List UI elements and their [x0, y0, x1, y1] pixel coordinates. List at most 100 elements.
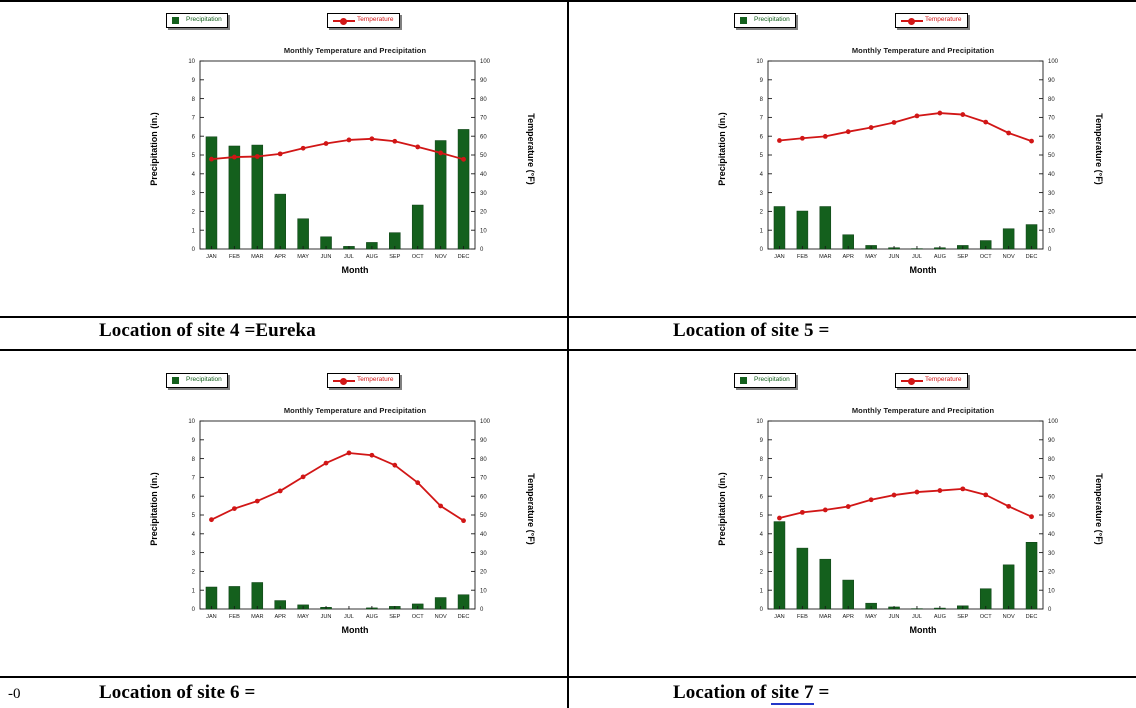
- y-axis-right-tick-label: 40: [480, 532, 487, 538]
- legend-item-temperature[interactable]: Temperature: [895, 373, 968, 388]
- chart-title: Monthly Temperature and Precipitation: [283, 406, 427, 415]
- precipitation-bar: [842, 579, 854, 610]
- temperature-point: [983, 492, 989, 498]
- y-axis-right-tick-label: 60: [480, 134, 487, 140]
- y-axis-left-tick-label: 1: [192, 588, 196, 594]
- chart-title: Monthly Temperature and Precipitation: [851, 46, 995, 55]
- x-axis-tick-label: MAR: [819, 614, 831, 620]
- precipitation-swatch-icon: [740, 17, 747, 24]
- y-axis-right-tick-label: 50: [480, 153, 487, 159]
- legend-item-precipitation[interactable]: Precipitation: [166, 13, 228, 28]
- temperature-point: [914, 489, 920, 495]
- legend-item-temperature[interactable]: Temperature: [327, 373, 400, 388]
- legend-label-temperature: Temperature: [925, 376, 962, 384]
- y-axis-left-tick-label: 3: [192, 551, 196, 557]
- temperature-line-marker-icon: [901, 17, 923, 25]
- table-column-divider-bottom: [567, 349, 569, 676]
- temperature-point: [369, 452, 375, 458]
- x-axis-tick-label: JUL: [344, 614, 354, 620]
- x-axis-tick-label: SEP: [389, 254, 400, 260]
- y-axis-left-tick-label: 1: [760, 588, 764, 594]
- x-axis-tick-label: JUN: [889, 254, 900, 260]
- temperature-point: [777, 515, 782, 521]
- chart-cell-site-5: Precipitation Temperature Monthly Temperat…: [708, 2, 1136, 302]
- caption-site-5: Location of site 5 =: [673, 320, 829, 342]
- legend-item-precipitation[interactable]: Precipitation: [166, 373, 228, 388]
- precipitation-swatch-icon: [172, 377, 179, 384]
- y-axis-right-tick-label: 60: [480, 494, 487, 500]
- y-axis-right-tick-label: 100: [1048, 419, 1059, 425]
- plot-area: Monthly Temperature and Precipitation Pre…: [140, 396, 570, 646]
- precipitation-bar: [979, 588, 992, 610]
- x-axis-tick-label: JUN: [889, 614, 900, 620]
- caption-site-5-text: Location of site 5 =: [673, 320, 830, 341]
- y-axis-left-tick-label: 2: [192, 570, 196, 576]
- y-axis-right-tick-label: 40: [480, 172, 487, 178]
- temperature-point: [1006, 130, 1012, 136]
- y-axis-right-tick-label: 100: [1048, 59, 1059, 65]
- plot-frame: [199, 420, 476, 610]
- y-axis-left-tick-label: 5: [760, 153, 764, 159]
- y-axis-right-tick-label: 0: [1048, 607, 1052, 613]
- y-axis-right-tick-label: 50: [1048, 153, 1055, 159]
- temperature-point: [346, 137, 352, 143]
- y-axis-left-tick-label: 6: [192, 134, 196, 140]
- y-axis-right-tick-label: 0: [1048, 247, 1052, 253]
- precipitation-bar: [773, 206, 786, 250]
- temperature-point: [891, 492, 897, 498]
- legend-item-temperature[interactable]: Temperature: [327, 13, 400, 28]
- legend-item-precipitation[interactable]: Precipitation: [734, 373, 796, 388]
- y-axis-right-tick-label: 80: [480, 457, 487, 463]
- precipitation-bar: [205, 136, 218, 250]
- y-axis-right-tick-label: 20: [480, 570, 487, 576]
- table-column-divider-cap1: [567, 316, 569, 349]
- y-axis-left-tick-label: 3: [760, 551, 764, 557]
- x-axis-label: Month: [341, 625, 369, 635]
- x-axis-tick-label: MAY: [297, 254, 309, 260]
- y-axis-left-tick-label: 5: [192, 513, 196, 519]
- precipitation-bar: [251, 144, 264, 250]
- y-axis-right-tick-label: 70: [480, 476, 487, 482]
- x-axis-tick-label: APR: [842, 614, 854, 620]
- y-axis-right-tick-label: 30: [480, 191, 487, 197]
- temperature-point: [461, 156, 466, 162]
- y-axis-left-tick-label: 10: [188, 419, 195, 425]
- temperature-point: [960, 112, 966, 117]
- x-axis-tick-label: OCT: [980, 614, 992, 620]
- temperature-point: [438, 503, 444, 509]
- y-axis-right-tick-label: 20: [480, 210, 487, 216]
- y-axis-left-tick-label: 8: [192, 97, 196, 103]
- y-axis-left-tick-label: 10: [756, 59, 763, 65]
- y-axis-left-tick-label: 7: [192, 116, 196, 122]
- y-axis-right-tick-label: 80: [1048, 457, 1055, 463]
- y-axis-right-tick-label: 40: [1048, 172, 1055, 178]
- legend-label-temperature: Temperature: [357, 376, 394, 384]
- temperature-point: [392, 462, 398, 468]
- caption-site-7-suffix: =: [813, 682, 830, 703]
- caption-site-7-spellcheck[interactable]: site 7: [771, 682, 814, 705]
- legend-item-temperature[interactable]: Temperature: [895, 13, 968, 28]
- caption-site-7-prefix: Location of: [673, 682, 772, 703]
- y-axis-right-tick-label: 80: [1048, 97, 1055, 103]
- legend-item-precipitation[interactable]: Precipitation: [734, 13, 796, 28]
- precipitation-bar: [228, 586, 241, 610]
- y-axis-right-tick-label: 0: [480, 607, 484, 613]
- y-axis-left-tick-label: 2: [192, 210, 196, 216]
- y-axis-left-tick-label: 8: [760, 97, 764, 103]
- precipitation-bar: [1002, 228, 1015, 250]
- x-axis-tick-label: FEB: [797, 614, 808, 620]
- temperature-line: [210, 452, 465, 522]
- chart-cell-site-4: Precipitation Temperature Monthly Temperat…: [140, 2, 570, 302]
- y-axis-left-tick-label: 2: [760, 210, 764, 216]
- x-axis-label: Month: [909, 625, 937, 635]
- temperature-line-marker-icon: [901, 377, 923, 385]
- x-axis-tick-label: DEC: [458, 614, 470, 620]
- temperature-point: [254, 498, 260, 504]
- x-axis-tick-label: NOV: [1003, 254, 1015, 260]
- y-axis-right-tick-label: 100: [480, 419, 491, 425]
- y-axis-right-tick-label: 80: [480, 97, 487, 103]
- caption-site-4: Location of site 4 =Eureka: [99, 320, 316, 342]
- y-axis-left-tick-label: 7: [192, 476, 196, 482]
- y-axis-left-tick-label: 9: [760, 78, 764, 84]
- temperature-point: [914, 113, 920, 119]
